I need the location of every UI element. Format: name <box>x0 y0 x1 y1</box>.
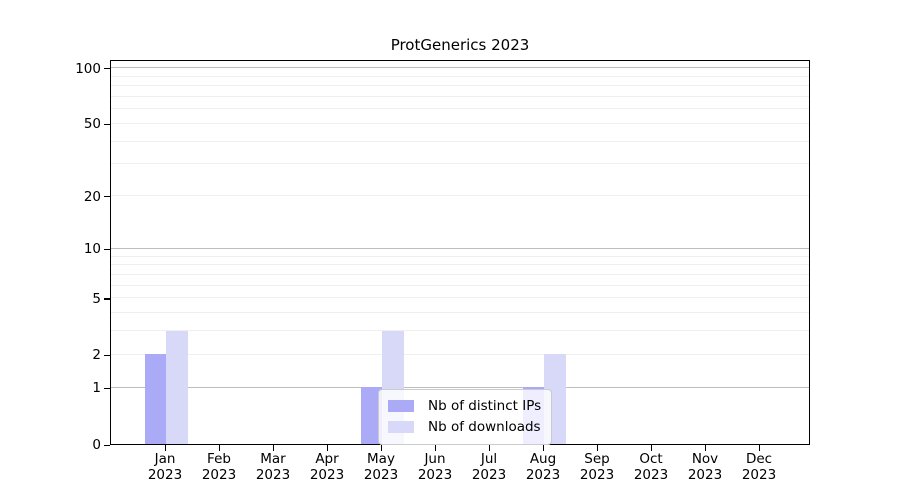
minor-gridline <box>111 75 809 77</box>
major-gridline <box>111 386 809 388</box>
minor-gridline <box>111 353 809 355</box>
x-tick-label: Oct 2023 <box>633 451 669 483</box>
minor-gridline <box>111 264 809 266</box>
x-tick-mark <box>488 445 490 451</box>
x-tick-label: Feb 2023 <box>201 451 237 483</box>
minor-gridline <box>111 122 809 124</box>
legend-item-distinct-ips: Nb of distinct IPs <box>388 396 541 417</box>
minor-gridline <box>111 284 809 286</box>
major-gridline <box>111 247 809 249</box>
y-tick-label: 0 <box>92 437 101 453</box>
minor-gridline <box>111 255 809 257</box>
legend-swatch-distinct-ips-icon <box>388 400 414 412</box>
bar-distinct-ips <box>144 354 166 444</box>
legend: Nb of distinct IPs Nb of downloads <box>378 388 553 445</box>
y-tick-label: 2 <box>92 347 101 364</box>
minor-gridline <box>111 195 809 197</box>
x-tick-label: Aug 2023 <box>525 451 561 483</box>
y-tick-label: 100 <box>75 60 101 77</box>
x-tick-mark <box>380 445 382 451</box>
y-tick-mark <box>104 123 110 126</box>
y-tick-mark <box>104 444 110 446</box>
y-tick-label: 5 <box>92 290 101 307</box>
minor-gridline <box>111 85 809 87</box>
y-tick-mark <box>104 248 110 251</box>
x-tick-mark <box>650 445 652 451</box>
y-tick-label: 10 <box>83 241 101 258</box>
x-tick-label: Sep 2023 <box>579 451 615 483</box>
x-tick-mark <box>542 445 544 451</box>
x-tick-label: Mar 2023 <box>255 451 291 483</box>
x-tick-mark <box>434 445 436 451</box>
minor-gridline <box>111 140 809 142</box>
y-tick-mark <box>104 196 110 198</box>
bar-downloads <box>166 330 188 444</box>
minor-gridline <box>111 108 809 110</box>
y-tick-mark <box>104 68 110 70</box>
x-tick-label: Nov 2023 <box>687 451 723 483</box>
x-tick-label: Apr 2023 <box>309 451 345 483</box>
major-gridline <box>111 67 809 69</box>
minor-gridline <box>111 95 809 97</box>
legend-swatch-downloads-icon <box>388 421 414 433</box>
x-tick-label: Jan 2023 <box>147 451 183 483</box>
y-tick-label: 1 <box>92 380 101 397</box>
y-tick-mark <box>104 354 110 357</box>
x-tick-mark <box>326 445 328 451</box>
x-tick-label: Dec 2023 <box>741 451 777 483</box>
y-tick-label: 20 <box>83 188 101 205</box>
y-tick-mark <box>104 387 110 390</box>
x-tick-mark <box>272 445 274 451</box>
minor-gridline <box>111 297 809 299</box>
y-tick-mark <box>104 298 110 300</box>
chart-title: ProtGenerics 2023 <box>390 36 530 54</box>
x-tick-mark <box>164 445 166 451</box>
legend-item-downloads: Nb of downloads <box>388 417 541 438</box>
x-tick-mark <box>596 445 598 451</box>
x-tick-mark <box>218 445 220 451</box>
minor-gridline <box>111 330 809 332</box>
x-tick-mark <box>758 445 760 451</box>
x-tick-label: Jul 2023 <box>471 451 507 483</box>
bar-distinct-ips <box>360 387 382 444</box>
legend-label-distinct-ips: Nb of distinct IPs <box>428 398 542 414</box>
x-tick-label: May 2023 <box>363 451 399 483</box>
plot-area <box>110 59 810 445</box>
x-tick-mark <box>704 445 706 451</box>
minor-gridline <box>111 163 809 165</box>
minor-gridline <box>111 312 809 314</box>
x-tick-label: Jun 2023 <box>417 451 453 483</box>
minor-gridline <box>111 273 809 275</box>
legend-label-downloads: Nb of downloads <box>428 419 541 435</box>
y-tick-label: 50 <box>83 116 101 133</box>
